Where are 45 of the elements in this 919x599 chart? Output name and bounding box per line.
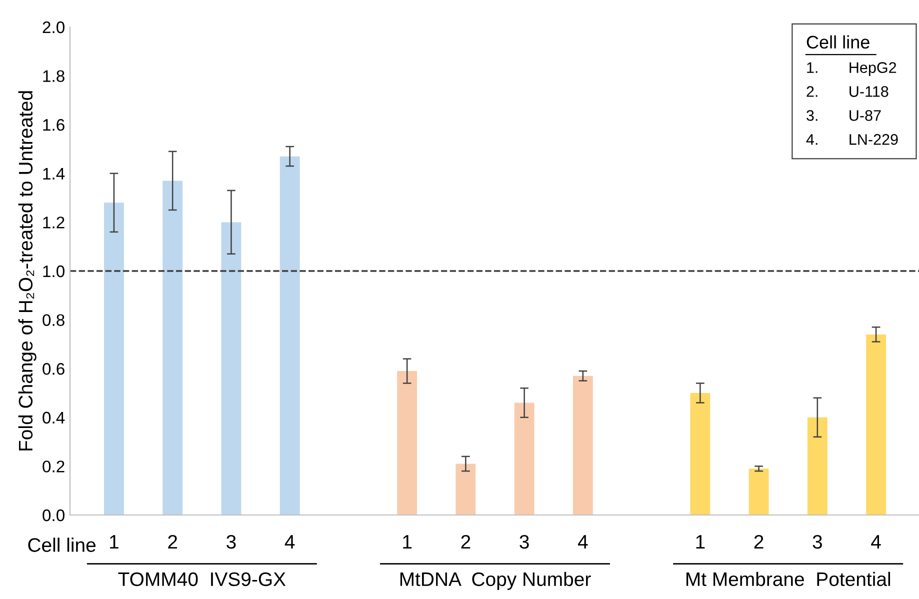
y-tick-label: 0.6 [42,363,64,375]
bar [104,202,124,515]
bar [807,417,828,515]
bar [221,222,242,515]
x-tick-label: 2 [168,534,178,549]
annotation: Cell line [806,35,870,49]
x-tick-label: 3 [226,534,236,549]
text: TOMM40 IVS9-GX [118,572,286,586]
bar [866,334,886,515]
y-tick-label: 2.0 [42,21,64,34]
y-tick-label: 0.8 [42,314,64,326]
bar [748,468,769,515]
y-tick-label: 1.8 [43,70,64,82]
x-tick-label: 4 [284,535,295,549]
x-tick-label: 2 [754,534,764,549]
bar [514,402,534,515]
annotation: 4. LN-229 [806,134,898,145]
bar [572,376,593,515]
bar [162,180,183,515]
annotation: 2. U-118 [806,86,888,97]
y-tick-label: 0.4 [42,412,65,424]
y-tick-label: 1.0 [43,265,64,278]
bar [280,156,300,515]
text: Cell line [28,538,96,552]
text: Mt Membrane Potential [686,572,890,586]
y-tick-label: 0.0 [42,509,64,522]
bar [690,393,710,515]
annotation: 1. HepG2 [807,62,896,76]
y-axis-title: Fold Change of H₂O₂-treated to Untreated [18,91,36,450]
y-tick-label: 1.6 [43,119,64,131]
annotation: 3. U-87 [806,110,881,121]
bar [397,371,418,515]
x-tick-label: 1 [403,535,412,549]
x-tick-label: 4 [871,535,881,549]
x-tick-label: 4 [578,535,588,549]
y-tick-label: 1.4 [43,168,65,180]
x-tick-label: 1 [696,535,705,549]
x-tick-label: 3 [812,534,822,549]
x-tick-label: 2 [461,534,470,549]
y-tick-label: 0.2 [42,460,64,472]
bar [456,464,476,515]
x-tick-label: 1 [110,535,118,549]
x-tick-label: 3 [520,534,529,549]
text: MtDNA Copy Number [400,572,591,590]
y-tick-label: 1.2 [43,216,64,228]
